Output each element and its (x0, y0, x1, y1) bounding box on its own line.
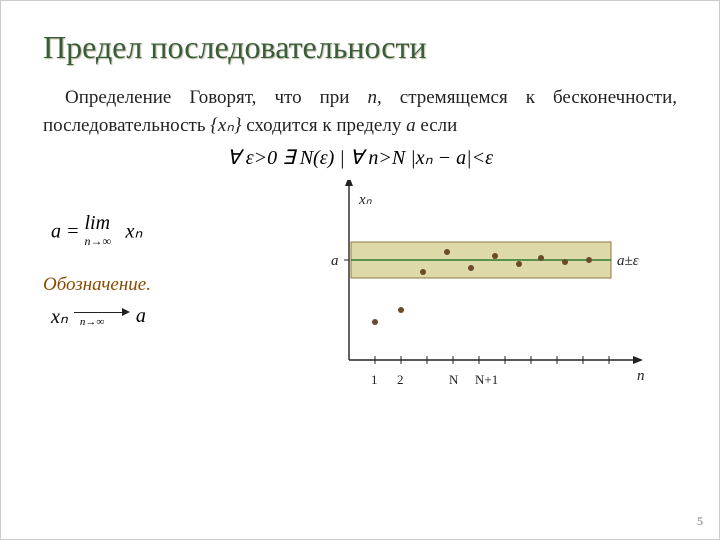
slide-title: Предел последовательности (43, 29, 677, 66)
limit-equation: a = lim n→∞ xₙ (51, 212, 263, 256)
svg-text:n: n (637, 368, 645, 384)
definition-b3: сходится к пределу (241, 115, 406, 136)
svg-text:N+1: N+1 (475, 372, 498, 387)
definition-text: Определение Говорят, что при n, стремяще… (43, 84, 677, 139)
definition-b4: если (416, 115, 458, 136)
definition-seq: {xₙ} (210, 115, 241, 136)
svg-text:2: 2 (397, 372, 404, 387)
definition-a: a (406, 115, 416, 136)
svg-text:1: 1 (371, 372, 378, 387)
arrow-equation: xₙ n→∞ a (51, 304, 263, 329)
definition-b1: Говорят, что при (189, 87, 367, 108)
svg-text:a±ε: a±ε (617, 253, 639, 269)
eq2-rhs: a (136, 305, 146, 328)
eq2-lhs: xₙ (51, 304, 68, 329)
eq2-sub: n→∞ (80, 316, 104, 328)
page-number: 5 (697, 514, 703, 529)
eq1-lhs: a = (51, 221, 85, 243)
definition-n: n (367, 87, 377, 108)
definition-lead: Определение (65, 87, 171, 108)
svg-text:xₙ: xₙ (358, 192, 373, 208)
eq1-lim: lim (85, 212, 111, 235)
chart-svg: xₙ a a±ε n 1 2 N N+1 (293, 180, 653, 410)
svg-text:N: N (449, 372, 459, 387)
eq1-rhs: xₙ (121, 221, 143, 243)
svg-text:a: a (331, 253, 339, 269)
epsilon-formula: ∀ ε>0 ∃ N(ε) | ∀ n>N |xₙ − a|<ε (43, 145, 677, 170)
limit-chart: xₙ a a±ε n 1 2 N N+1 (293, 180, 677, 410)
notation-label: Обозначение. (43, 274, 263, 296)
arrow-icon: n→∞ (74, 308, 130, 326)
eq1-sub: n→∞ (85, 234, 112, 249)
